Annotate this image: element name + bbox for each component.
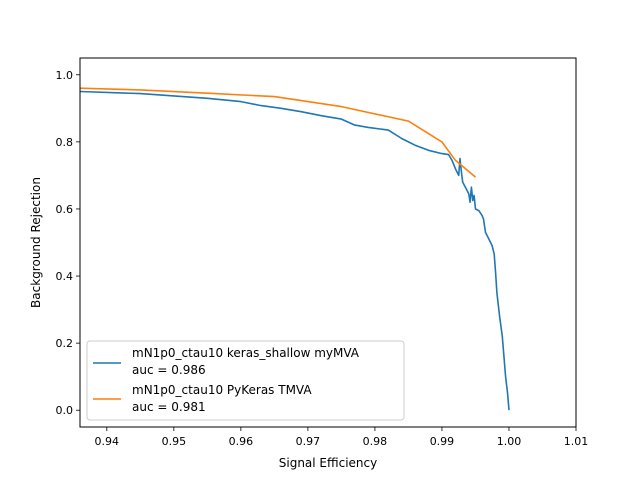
x-axis-label: Signal Efficiency: [279, 456, 377, 470]
legend: mN1p0_ctau10 keras_shallow myMVA auc = 0…: [86, 340, 405, 421]
x-tick-label: 0.97: [296, 435, 321, 448]
legend-auc-series-1: auc = 0.986: [132, 363, 206, 377]
x-tick-label: 1.00: [497, 435, 522, 448]
x-tick-label: 0.96: [229, 435, 254, 448]
legend-box: [86, 340, 405, 421]
x-tick-label: 0.99: [430, 435, 455, 448]
x-tick-label: 1.01: [564, 435, 589, 448]
y-axis: 0.0 0.2 0.4 0.6 0.8 1.0: [56, 69, 80, 417]
y-tick-label: 0.4: [56, 270, 74, 283]
y-tick-label: 0.8: [56, 136, 74, 149]
y-tick-label: 0.2: [56, 337, 74, 350]
plot-lines: [79, 87, 510, 411]
plot-frame: [79, 57, 577, 428]
legend-label-series-2: mN1p0_ctau10 PyKeras TMVA: [132, 383, 312, 397]
x-tick-label: 0.94: [95, 435, 120, 448]
legend-auc-series-2: auc = 0.981: [132, 400, 206, 414]
y-tick-label: 0.0: [56, 404, 74, 417]
x-axis: 0.94 0.95 0.96 0.97 0.98 0.99 1.00 1.01: [95, 427, 589, 448]
x-tick-label: 0.95: [162, 435, 187, 448]
y-axis-label: Background Rejection: [29, 177, 43, 308]
x-tick-label: 0.98: [363, 435, 388, 448]
y-tick-label: 1.0: [56, 69, 74, 82]
series-line-2: [79, 87, 477, 178]
legend-label-series-1: mN1p0_ctau10 keras_shallow myMVA: [132, 346, 360, 360]
y-tick-label: 0.6: [56, 203, 74, 216]
